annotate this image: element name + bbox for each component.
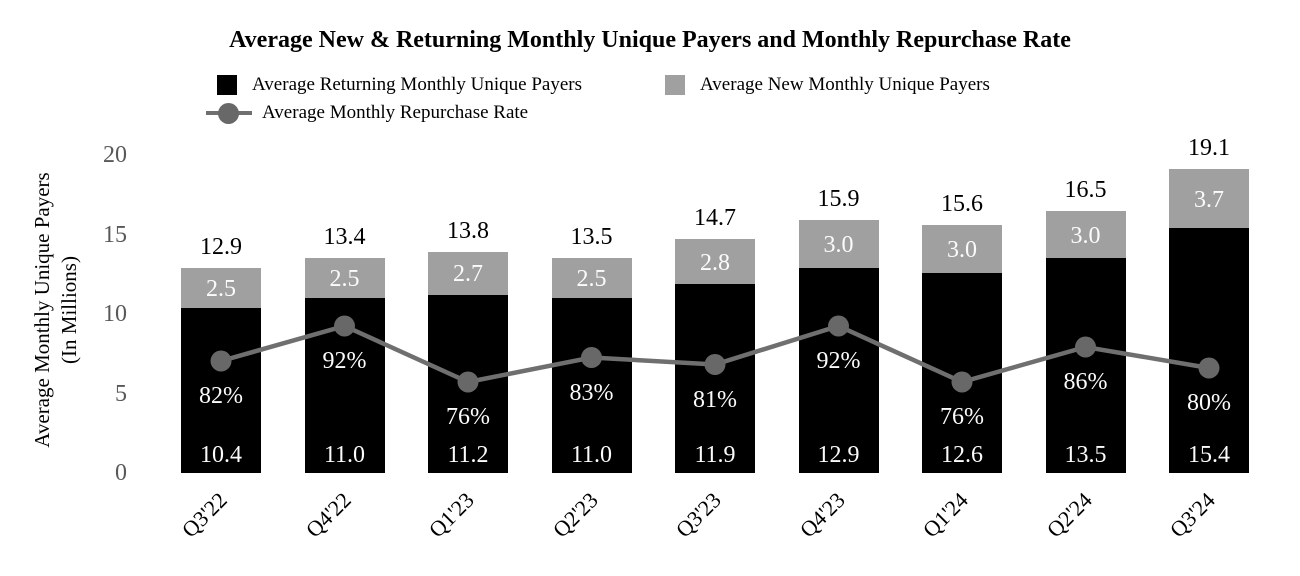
rate-label-Q4'23: 92%: [816, 348, 861, 374]
x-axis-label-Q2'23: Q2'23: [547, 487, 603, 543]
returning-value-label-Q3'22: 10.4: [200, 442, 242, 468]
total-label-Q3'22: 12.9: [200, 233, 242, 260]
returning-value-label-Q2'23: 11.0: [570, 442, 613, 468]
bar-segment-new-Q3'24: [1169, 169, 1249, 229]
new-value-label-Q4'22: 2.5: [329, 266, 360, 293]
rate-label-Q2'23: 83%: [569, 379, 614, 406]
total-label-Q4'22: 13.4: [323, 224, 366, 251]
legend-label-new: Average New Monthly Unique Payers: [700, 74, 990, 95]
rate-label-Q3'23: 81%: [693, 386, 737, 413]
new-value-label-Q3'22: 2.5: [206, 275, 236, 302]
x-axis-label-Q3'24: Q3'24: [1164, 487, 1220, 543]
rate-label-Q4'22: 92%: [322, 348, 367, 374]
total-label-Q3'24: 19.1: [1188, 135, 1230, 162]
returning-value-label-Q3'24: 15.4: [1188, 442, 1230, 468]
rate-label-Q2'24: 86%: [1063, 369, 1108, 395]
legend-item-new-payers: Average New Monthly Unique Payers: [665, 74, 990, 96]
new-value-label-Q2'23: 2.5: [576, 266, 607, 293]
bar-segment-new-Q2'24: [1045, 210, 1126, 259]
x-axis-label-Q4'22: Q4'22: [300, 487, 356, 543]
legend-item-repurchase-rate: Average Monthly Repurchase Rate: [206, 102, 528, 124]
bar-segment-new-Q2'23: [551, 258, 632, 299]
legend-label-returning: Average Returning Monthly Unique Payers: [252, 74, 582, 95]
returning-value-label-Q1'24: 12.6: [941, 442, 983, 468]
bar-segment-new-Q1'23: [428, 251, 508, 295]
x-axis-label-Q2'24: Q2'24: [1041, 487, 1097, 543]
x-axis-label-Q1'23: Q1'23: [423, 487, 479, 543]
new-payers-swatch-icon: [665, 75, 685, 95]
x-axis-label-Q1'24: Q1'24: [917, 487, 973, 543]
returning-value-label-Q3'23: 11.9: [694, 442, 736, 468]
bar-segment-returning-Q3'24: [1169, 228, 1249, 473]
bar-segment-new-Q4'23: [798, 220, 879, 268]
total-label-Q2'24: 16.5: [1064, 176, 1107, 203]
rate-label-Q3'22: 82%: [199, 383, 243, 409]
y-tick-label-0: 0: [115, 460, 127, 486]
bar-segment-new-Q3'22: [181, 267, 261, 308]
new-value-label-Q1'23: 2.7: [453, 261, 483, 288]
total-label-Q4'23: 15.9: [817, 186, 860, 213]
returning-value-label-Q2'24: 13.5: [1064, 442, 1107, 468]
bar-segment-new-Q3'23: [675, 239, 755, 284]
x-axis-label-Q3'23: Q3'23: [670, 487, 726, 543]
new-value-label-Q4'23: 3.0: [823, 232, 854, 259]
new-value-label-Q3'23: 2.8: [700, 249, 730, 276]
bar-segment-new-Q1'24: [922, 224, 1002, 273]
rate-label-Q1'23: 76%: [446, 404, 490, 430]
y-tick-label-10: 10: [103, 301, 127, 327]
repurchase-rate-line-marker-icon: [206, 102, 252, 124]
total-label-Q2'23: 13.5: [570, 224, 613, 251]
x-axis-label-Q4'23: Q4'23: [794, 487, 850, 543]
legend-label-rate: Average Monthly Repurchase Rate: [262, 102, 529, 123]
new-value-label-Q3'24: 3.7: [1194, 186, 1224, 213]
bar-segment-new-Q4'22: [304, 258, 385, 299]
total-label-Q1'24: 15.6: [941, 190, 983, 217]
x-axis-label-Q3'22: Q3'22: [176, 487, 232, 543]
returning-value-label-Q4'22: 11.0: [323, 442, 366, 468]
total-label-Q1'23: 13.8: [447, 217, 489, 244]
new-value-label-Q2'24: 3.0: [1070, 222, 1101, 249]
new-value-label-Q1'24: 3.0: [947, 236, 977, 263]
chart-title: Average New & Returning Monthly Unique P…: [229, 27, 1071, 53]
legend-item-returning-payers: Average Returning Monthly Unique Payers: [217, 74, 582, 96]
y-tick-label-20: 20: [103, 142, 127, 168]
returning-payers-swatch-icon: [217, 75, 237, 95]
returning-value-label-Q4'23: 12.9: [817, 442, 860, 468]
total-label-Q3'23: 14.7: [694, 205, 736, 232]
y-tick-label-5: 5: [115, 380, 127, 407]
rate-label-Q1'24: 76%: [940, 404, 984, 430]
y-tick-label-15: 15: [103, 221, 127, 248]
returning-value-label-Q1'23: 11.2: [447, 442, 489, 468]
rate-label-Q3'24: 80%: [1187, 390, 1231, 416]
